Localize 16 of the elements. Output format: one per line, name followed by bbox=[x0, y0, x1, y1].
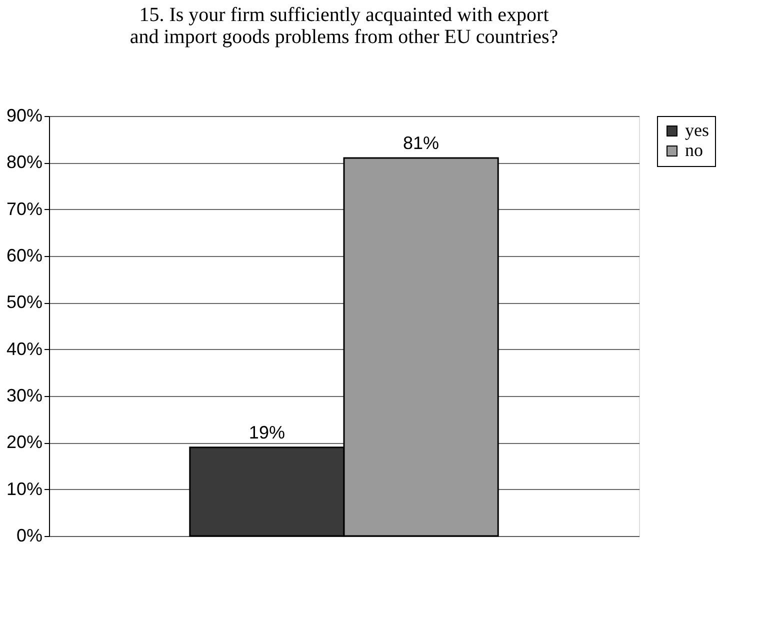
y-tick-label: 80% bbox=[6, 152, 42, 172]
legend-label: no bbox=[685, 140, 703, 160]
data-label: 19% bbox=[248, 422, 285, 442]
y-tick-label: 50% bbox=[6, 292, 42, 312]
y-tick-label: 30% bbox=[6, 386, 42, 406]
y-tick-label: 10% bbox=[6, 478, 42, 499]
text: and import goods problems from other EU countries? bbox=[130, 26, 558, 48]
y-tick-label: 70% bbox=[6, 198, 42, 219]
text: 15. Is your firm sufficiently acquainted with export bbox=[139, 4, 549, 26]
legend-label: yes bbox=[685, 120, 709, 140]
y-tick-label: 40% bbox=[6, 338, 42, 359]
y-tick-label: 0% bbox=[16, 526, 42, 546]
y-tick-label: 20% bbox=[6, 432, 42, 452]
y-tick-label: 60% bbox=[6, 246, 42, 266]
data-label: 81% bbox=[403, 133, 440, 153]
y-tick-label: 90% bbox=[6, 106, 42, 126]
